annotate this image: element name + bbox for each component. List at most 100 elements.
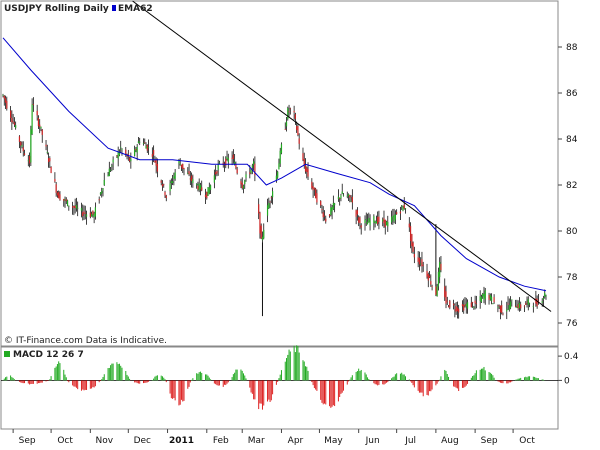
candle-body [356,210,359,215]
candle-body [374,221,376,224]
candle-body [535,298,537,304]
candle-body [253,161,255,165]
candle-body [89,212,91,217]
candle-body [164,191,166,196]
candle-body [236,168,238,174]
candle-body [74,205,76,209]
candle-body [65,199,67,202]
candle-body [272,191,274,198]
candle-body [109,169,112,171]
price-chart-title: USDJPY Rolling Daily [4,4,109,14]
candle-body [145,146,147,149]
candle-body [165,195,167,198]
xtick-label: Jun [365,436,380,446]
candle-body [235,164,237,169]
candle-body [102,188,104,191]
candle-body [289,108,291,110]
candle-body [190,175,193,182]
candle-body [532,306,534,307]
candle-body [339,198,341,200]
macd-legend-swatch [4,351,10,357]
candle-body [501,305,503,313]
candle-body [431,285,433,287]
candle-body [325,218,327,222]
candle-body [445,291,447,304]
candle-body [54,178,56,182]
xtick-label: Oct [519,436,535,446]
candle-body [365,219,367,220]
candle-body [465,304,467,307]
candle-body [426,271,428,277]
candle-body [402,206,404,211]
candle-body [422,264,424,266]
candle-body [64,199,66,201]
ema62-legend-label: EMA62 [118,4,153,14]
candle-body [225,158,227,166]
candle-body [209,185,212,191]
candle-body [227,158,229,162]
candle-body [392,216,394,218]
price-ytick-label: 82 [566,181,577,191]
candle-body [464,304,466,306]
macd-panel-frame [0,346,559,430]
price-ytick-label: 88 [566,43,578,53]
xtick-label: May [324,436,343,446]
price-ytick-label: 80 [566,227,578,237]
candle-body [125,149,127,155]
candle-body [413,253,415,258]
candle-body [455,305,457,312]
candle-body [385,221,388,226]
candle-body [312,186,314,191]
candle-body [474,300,476,304]
candle-body [334,203,336,206]
price-ytick-label: 86 [566,89,578,99]
candle-body [435,286,437,295]
candle-body [118,151,121,155]
candle-body [111,165,113,167]
candle-body [94,207,96,217]
candle-body [263,229,265,239]
candle-body [349,194,351,198]
candle-body [82,212,84,217]
candle-body [316,193,318,203]
candle-body [197,185,199,190]
candle-body [449,300,451,308]
candle-body [28,156,31,164]
candle-body [204,194,207,197]
macd-yaxis: 0.40 [1,352,579,386]
candle-body [169,183,171,192]
candle-body [404,208,407,209]
candle-body [58,191,60,199]
price-panel-frame [0,0,559,347]
candle-body [302,153,304,161]
candle-body [373,216,375,223]
price-yaxis: 76 78 80 82 84 86 88 [558,43,578,329]
candle-body [269,201,271,203]
candle-body [56,192,59,196]
candle-body [525,303,527,305]
candle-body [396,212,398,215]
candle-body [369,220,371,226]
candle-body [528,303,531,305]
candle-body [332,202,334,210]
candle-body [261,236,264,241]
candle-body [499,305,502,313]
xtick-label: Jul [404,436,416,446]
candle-body [508,305,510,311]
xtick-label: Aug [441,436,459,446]
candle-body [66,200,69,206]
candle-body [155,159,157,166]
candle-body [446,300,448,302]
candle-body [2,94,4,96]
candle-body [3,95,5,99]
candle-body [304,164,307,172]
xtick-label: 2011 [169,436,194,446]
candle-body [192,179,194,184]
candle-body [266,205,269,216]
candle-body [213,175,215,183]
ema62-line [2,37,547,292]
macd-ytick-label: 0 [564,376,570,386]
candle-body [377,216,379,225]
candle-body [359,217,361,224]
candle-body [466,302,469,309]
